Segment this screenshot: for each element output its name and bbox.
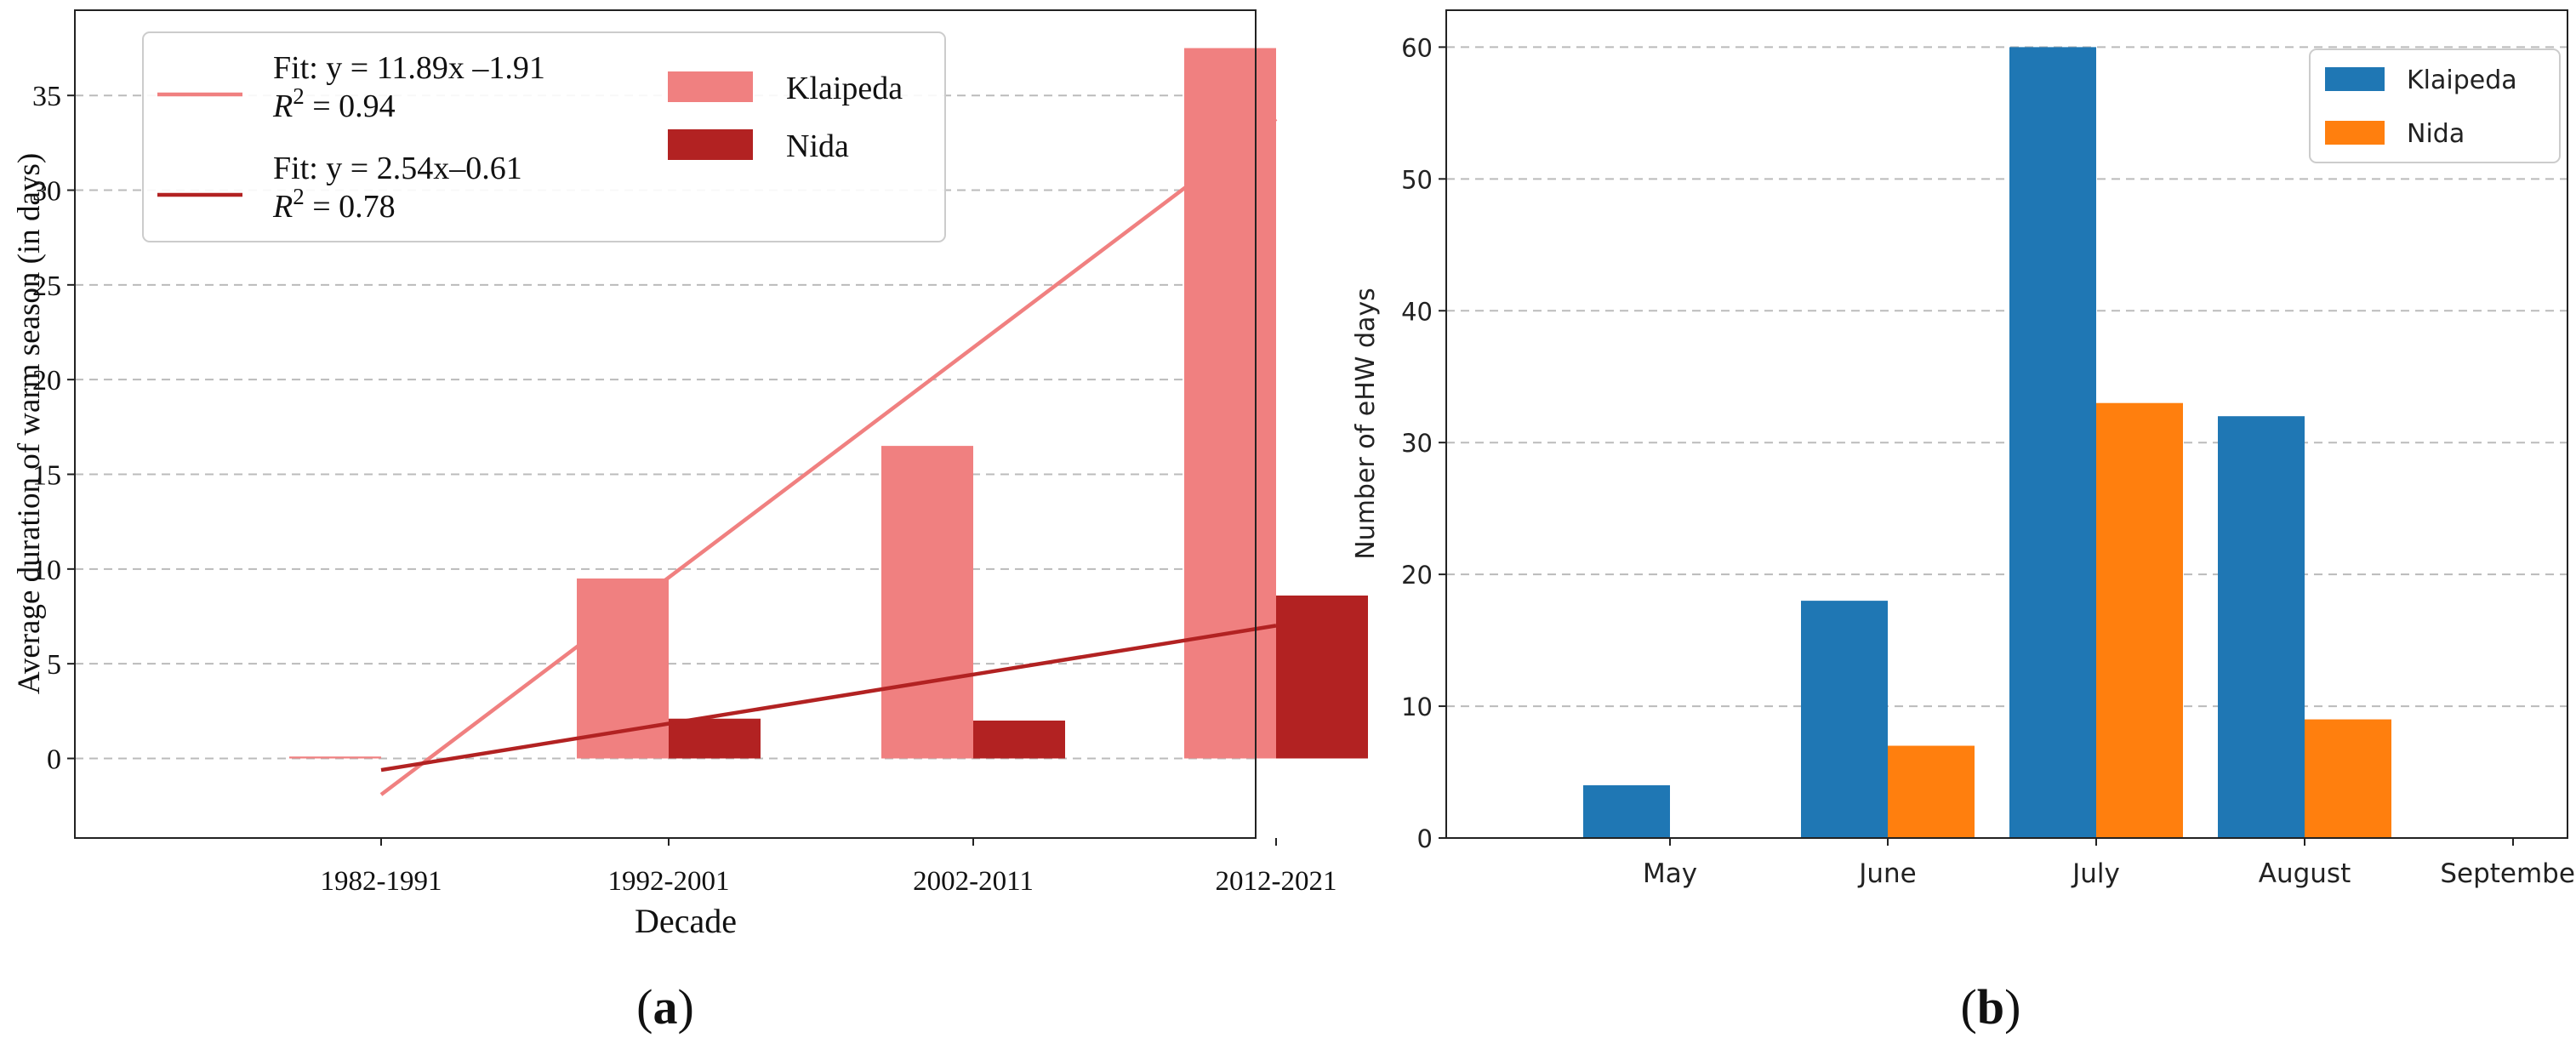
chart-b-x-tick-label: May	[1643, 858, 1697, 889]
chart-a-y-tick-label: 30	[32, 176, 61, 208]
chart-a-x-axis-label: Decade	[635, 902, 737, 940]
panel-label-b: (b)	[1961, 979, 2021, 1035]
chart-a-y-tick-label: 20	[32, 365, 61, 396]
legend-entry-fit-klaipeda: Fit: y = 11.89x –1.91 R2 = 0.94	[157, 50, 545, 124]
chart-b-x-tick-label: September	[2440, 858, 2576, 889]
chart-a-plot-frame	[74, 9, 1257, 839]
chart-b-y-axis-label: Number of eHW days	[1351, 288, 1381, 560]
bar-nida-june	[1888, 745, 1975, 838]
chart-a-y-tick-label: 10	[32, 555, 61, 586]
chart-b-plot-frame	[1445, 9, 2568, 839]
legend-label-klaipeda: Klaipeda	[786, 71, 903, 106]
legend-r2-fit-nida: R2 = 0.78	[272, 184, 396, 225]
legend-label-nida: Nida	[786, 128, 849, 164]
chart-a-x-tick-label: 1982-1991	[321, 866, 442, 897]
chart-a-y-tick-label: 5	[47, 649, 61, 681]
chart-a-y-tick-label: 15	[32, 460, 61, 492]
legend-label-fit-nida: Fit: y = 2.54x–0.61	[273, 151, 522, 186]
legend-label-fit-klaipeda: Fit: y = 11.89x –1.91	[273, 50, 545, 86]
bar-klaipeda-june	[1801, 601, 1888, 838]
chart-a-y-ticks: 0 5 10 15 20 25 30 35	[32, 81, 75, 775]
legend-swatch-klaipeda	[668, 71, 753, 102]
chart-b-y-tick-label: 60	[1401, 33, 1433, 62]
chart-a-bars	[289, 48, 1368, 759]
chart-b-y-ticks: 0 10 20 30 40 50 60	[1401, 33, 1446, 853]
fit-line-nida	[380, 624, 1277, 772]
chart-b-y-tick-label: 50	[1401, 165, 1433, 194]
chart-b-y-tick-label: 30	[1401, 429, 1433, 458]
chart-a-x-tick-label: 2012-2021	[1216, 866, 1337, 897]
bar-klaipeda-2002-2011	[881, 446, 973, 759]
bar-nida-2012-2021	[1276, 596, 1368, 759]
chart-b-y-tick-label: 10	[1401, 693, 1433, 721]
legend-entry-b-klaipeda: Klaipeda	[2325, 66, 2517, 95]
panel-label-a: (a)	[636, 979, 694, 1035]
bar-klaipeda-2012-2021	[1184, 48, 1276, 759]
legend-label-b-nida: Nida	[2407, 119, 2465, 149]
legend-entry-fit-nida: Fit: y = 2.54x–0.61 R2 = 0.78	[157, 151, 522, 225]
chart-b-legend: Klaipeda Nida	[2309, 48, 2561, 163]
bar-nida-2002-2011	[973, 720, 1065, 759]
legend-swatch-nida	[668, 129, 753, 160]
chart-b-x-ticks: May June July August September	[1643, 838, 2576, 889]
chart-b-bars	[1583, 47, 2391, 839]
bar-klaipeda-1982-1991	[289, 756, 381, 759]
chart-a-y-tick-label: 0	[47, 744, 61, 775]
legend-entry-nida: Nida	[668, 128, 849, 164]
bar-klaipeda-august	[2218, 416, 2305, 838]
fit-line-klaipeda	[379, 117, 1278, 796]
chart-b-x-tick-label: August	[2259, 858, 2351, 889]
bar-nida-1992-2001	[669, 718, 761, 759]
legend-entry-klaipeda: Klaipeda	[668, 71, 903, 106]
chart-a-y-tick-label: 35	[32, 81, 61, 112]
legend-swatch-b-nida	[2325, 121, 2385, 145]
chart-a-x-ticks: 1982-1991 1992-2001 2002-2011 2012-2021	[321, 838, 1337, 897]
legend-entry-b-nida: Nida	[2325, 119, 2465, 149]
chart-b-x-tick-label: July	[2071, 858, 2120, 889]
chart-a-y-axis-label: Average duration of warm season (in days…	[12, 153, 47, 694]
chart-b-y-tick-label: 0	[1417, 824, 1433, 853]
chart-a-fit-lines	[379, 117, 1278, 796]
bar-klaipeda-may	[1583, 785, 1670, 838]
chart-b: 0 10 20 30 40 50 60 May June July August September…	[1351, 9, 2576, 1035]
bar-nida-july	[2096, 402, 2183, 838]
chart-a-legend: Fit: y = 11.89x –1.91 R2 = 0.94 Fit: y =…	[142, 31, 946, 242]
bar-klaipeda-july	[2009, 47, 2096, 839]
chart-b-x-tick-label: June	[1857, 858, 1917, 889]
chart-b-y-tick-label: 20	[1401, 561, 1433, 590]
bar-klaipeda-1992-2001	[577, 578, 669, 759]
chart-a-x-tick-label: 1992-2001	[608, 866, 730, 897]
legend-label-b-klaipeda: Klaipeda	[2407, 66, 2517, 95]
bar-nida-august	[2305, 719, 2391, 838]
chart-a: 0 5 10 15 20 25 30 35 1982-1991 1992-2001 2002-20…	[12, 9, 1368, 1035]
chart-a-x-tick-label: 2002-2011	[913, 866, 1034, 897]
chart-a-y-tick-label: 25	[32, 271, 61, 302]
legend-swatch-b-klaipeda	[2325, 67, 2385, 91]
legend-r2-fit-klaipeda: R2 = 0.94	[272, 83, 396, 124]
chart-b-y-tick-label: 40	[1401, 297, 1433, 326]
